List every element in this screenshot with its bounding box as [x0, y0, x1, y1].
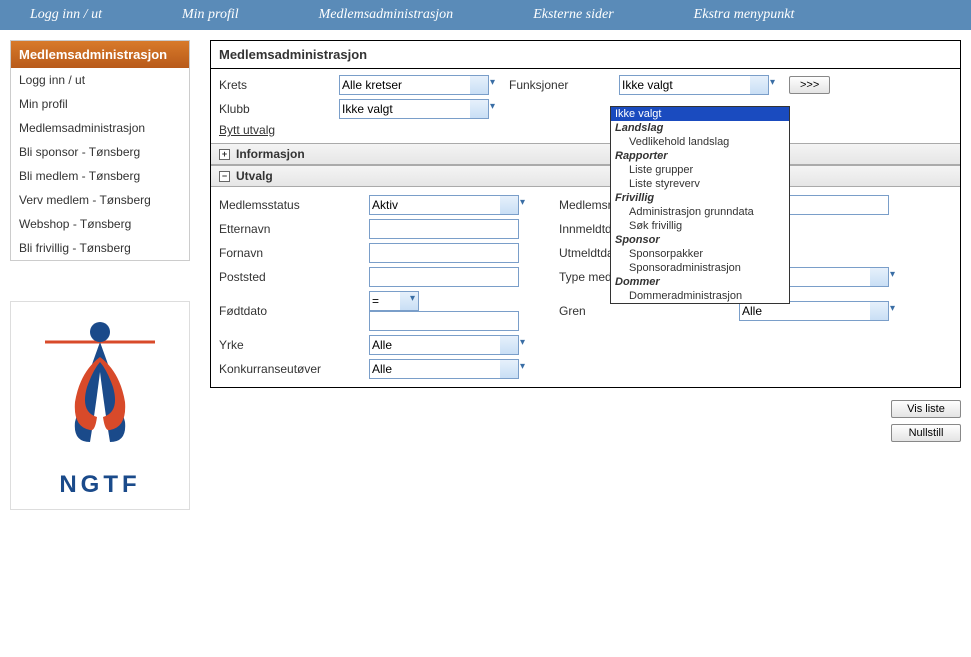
- dropdown-item[interactable]: Sponsoradministrasjon: [611, 261, 789, 275]
- gren-label: Gren: [559, 304, 709, 318]
- fodtdato-input[interactable]: [369, 311, 519, 331]
- konkurranse-select[interactable]: Alle: [369, 359, 519, 379]
- dropdown-item[interactable]: Søk frivillig: [611, 219, 789, 233]
- krets-label: Krets: [219, 78, 329, 92]
- fornavn-label: Fornavn: [219, 246, 339, 260]
- nav-ekstra[interactable]: Ekstra menypunkt: [674, 7, 815, 23]
- informasjon-section[interactable]: + Informasjon: [211, 143, 960, 165]
- dropdown-item[interactable]: Liste grupper: [611, 163, 789, 177]
- nav-login[interactable]: Logg inn / ut: [10, 7, 122, 23]
- dropdown-group: Dommer: [611, 275, 789, 289]
- go-button[interactable]: >>>: [789, 76, 830, 94]
- medlemsstatus-label: Medlemsstatus: [219, 198, 339, 212]
- section-title: Utvalg: [236, 169, 273, 183]
- vis-liste-button[interactable]: Vis liste: [891, 400, 961, 418]
- dropdown-group: Frivillig: [611, 191, 789, 205]
- etternavn-label: Etternavn: [219, 222, 339, 236]
- main-panel: Medlemsadministrasjon Krets Alle kretser…: [210, 40, 961, 388]
- yrke-select[interactable]: Alle: [369, 335, 519, 355]
- dropdown-selected[interactable]: Ikke valgt: [611, 107, 789, 121]
- dropdown-group: Rapporter: [611, 149, 789, 163]
- sidebar: Medlemsadministrasjon Logg inn / ut Min …: [10, 40, 190, 261]
- funksjoner-select[interactable]: Ikke valgt: [619, 75, 769, 95]
- sidebar-header: Medlemsadministrasjon: [11, 41, 189, 68]
- expand-icon[interactable]: +: [219, 149, 230, 160]
- etternavn-input[interactable]: [369, 219, 519, 239]
- yrke-label: Yrke: [219, 338, 339, 352]
- funksjoner-label: Funksjoner: [509, 78, 609, 92]
- nav-eksterne[interactable]: Eksterne sider: [513, 7, 633, 23]
- dropdown-item[interactable]: Liste styreverv: [611, 177, 789, 191]
- bytt-utvalg-link[interactable]: Bytt utvalg: [219, 123, 329, 137]
- sidebar-item[interactable]: Bli medlem - Tønsberg: [11, 164, 189, 188]
- medlemsstatus-select[interactable]: Aktiv: [369, 195, 519, 215]
- sidebar-item[interactable]: Min profil: [11, 92, 189, 116]
- panel-title: Medlemsadministrasjon: [211, 41, 960, 69]
- nav-profile[interactable]: Min profil: [162, 7, 259, 23]
- fornavn-input[interactable]: [369, 243, 519, 263]
- fodtdato-op-select[interactable]: =: [369, 291, 419, 311]
- konkurranse-label: Konkurranseutøver: [219, 362, 339, 376]
- funksjoner-dropdown-list[interactable]: Ikke valgt Landslag Vedlikehold landslag…: [610, 106, 790, 304]
- dropdown-item[interactable]: Vedlikehold landslag: [611, 135, 789, 149]
- nav-medlems[interactable]: Medlemsadministrasjon: [299, 7, 474, 23]
- dropdown-item[interactable]: Dommeradministrasjon: [611, 289, 789, 303]
- dropdown-item[interactable]: Sponsorpakker: [611, 247, 789, 261]
- krets-select[interactable]: Alle kretser: [339, 75, 489, 95]
- dropdown-item[interactable]: Administrasjon grunndata: [611, 205, 789, 219]
- logo-box: NGTF: [10, 301, 190, 510]
- sidebar-item[interactable]: Logg inn / ut: [11, 68, 189, 92]
- dropdown-group: Landslag: [611, 121, 789, 135]
- gren-select[interactable]: Alle: [739, 301, 889, 321]
- sidebar-item[interactable]: Medlemsadministrasjon: [11, 116, 189, 140]
- sidebar-item[interactable]: Verv medlem - Tønsberg: [11, 188, 189, 212]
- sidebar-item[interactable]: Webshop - Tønsberg: [11, 212, 189, 236]
- ngtf-logo-icon: [35, 312, 165, 462]
- fodtdato-label: Fødtdato: [219, 304, 339, 318]
- top-nav: Logg inn / ut Min profil Medlemsadminist…: [0, 0, 971, 30]
- utvalg-section[interactable]: − Utvalg: [211, 165, 960, 187]
- dropdown-group: Sponsor: [611, 233, 789, 247]
- collapse-icon[interactable]: −: [219, 171, 230, 182]
- main-content: Medlemsadministrasjon Krets Alle kretser…: [210, 40, 961, 446]
- poststed-input[interactable]: [369, 267, 519, 287]
- klubb-select[interactable]: Ikke valgt: [339, 99, 489, 119]
- poststed-label: Poststed: [219, 270, 339, 284]
- nullstill-button[interactable]: Nullstill: [891, 424, 961, 442]
- sidebar-item[interactable]: Bli sponsor - Tønsberg: [11, 140, 189, 164]
- logo-text: NGTF: [21, 471, 179, 499]
- section-title: Informasjon: [236, 147, 305, 161]
- klubb-label: Klubb: [219, 102, 329, 116]
- sidebar-item[interactable]: Bli frivillig - Tønsberg: [11, 236, 189, 260]
